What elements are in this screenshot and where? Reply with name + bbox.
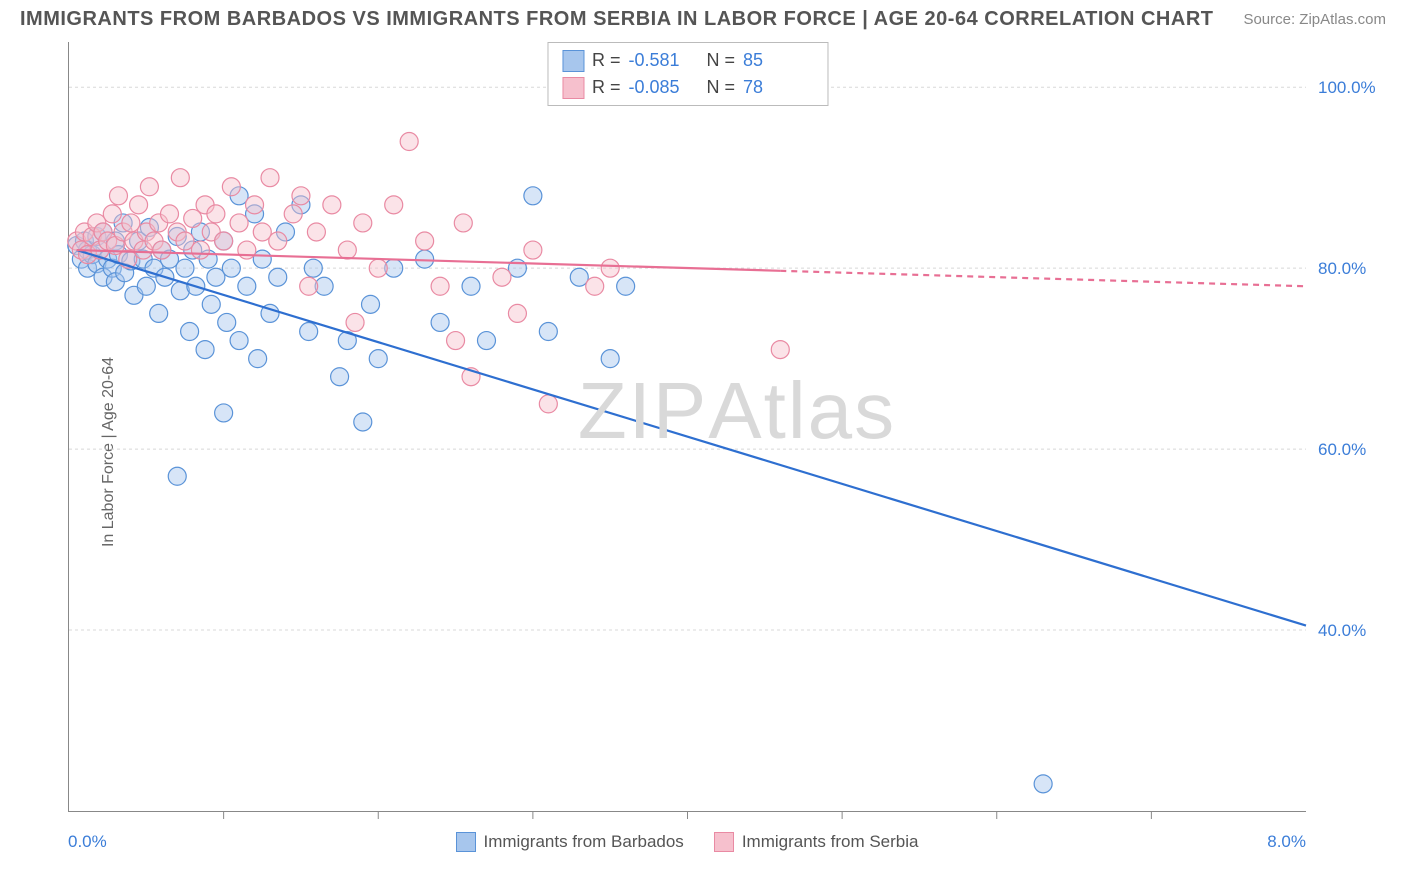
- scatter-point: [246, 196, 264, 214]
- legend-label-barbados: Immigrants from Barbados: [484, 832, 684, 852]
- scatter-point: [477, 332, 495, 350]
- scatter-point: [601, 259, 619, 277]
- scatter-point: [109, 187, 127, 205]
- stats-n-label: N =: [707, 47, 736, 74]
- stats-n-label: N =: [707, 74, 736, 101]
- legend-label-serbia: Immigrants from Serbia: [742, 832, 919, 852]
- stats-n-value: 78: [743, 74, 813, 101]
- scatter-point: [431, 313, 449, 331]
- scatter-point: [586, 277, 604, 295]
- scatter-point: [207, 205, 225, 223]
- scatter-point: [323, 196, 341, 214]
- trend-line-dashed: [780, 271, 1306, 286]
- chart-svg: 100.0%80.0%60.0%40.0%: [69, 42, 1306, 811]
- y-tick-label: 60.0%: [1318, 440, 1366, 459]
- scatter-point: [168, 467, 186, 485]
- y-tick-label: 40.0%: [1318, 621, 1366, 640]
- legend-swatch-serbia: [714, 832, 734, 852]
- scatter-point: [1034, 775, 1052, 793]
- bottom-legend: 0.0% Immigrants from Barbados Immigrants…: [68, 822, 1306, 862]
- chart-container: In Labor Force | Age 20-64 100.0%80.0%60…: [20, 42, 1386, 862]
- scatter-point: [176, 259, 194, 277]
- scatter-point: [400, 133, 418, 151]
- scatter-point: [191, 241, 209, 259]
- scatter-point: [196, 341, 214, 359]
- scatter-point: [524, 187, 542, 205]
- stats-r-value: -0.581: [629, 47, 699, 74]
- stats-box: R = -0.581 N = 85 R = -0.085 N = 78: [547, 42, 828, 106]
- y-tick-label: 80.0%: [1318, 259, 1366, 278]
- scatter-point: [218, 313, 236, 331]
- scatter-point: [137, 277, 155, 295]
- scatter-point: [269, 232, 287, 250]
- scatter-point: [130, 196, 148, 214]
- legend-swatch-barbados: [456, 832, 476, 852]
- scatter-point: [292, 187, 310, 205]
- scatter-point: [307, 223, 325, 241]
- scatter-point: [153, 241, 171, 259]
- scatter-point: [284, 205, 302, 223]
- scatter-point: [222, 259, 240, 277]
- scatter-point: [140, 178, 158, 196]
- scatter-point: [202, 295, 220, 313]
- legend-item-serbia: Immigrants from Serbia: [714, 832, 919, 852]
- scatter-point: [617, 277, 635, 295]
- scatter-point: [454, 214, 472, 232]
- scatter-point: [300, 277, 318, 295]
- stats-r-value: -0.085: [629, 74, 699, 101]
- scatter-point: [230, 332, 248, 350]
- chart-title: IMMIGRANTS FROM BARBADOS VS IMMIGRANTS F…: [20, 8, 1213, 31]
- scatter-point: [261, 169, 279, 187]
- scatter-point: [249, 350, 267, 368]
- scatter-point: [354, 214, 372, 232]
- scatter-point: [150, 304, 168, 322]
- scatter-point: [215, 404, 233, 422]
- scatter-point: [462, 277, 480, 295]
- scatter-point: [601, 350, 619, 368]
- scatter-point: [269, 268, 287, 286]
- scatter-point: [238, 241, 256, 259]
- scatter-point: [304, 259, 322, 277]
- stats-n-value: 85: [743, 47, 813, 74]
- scatter-point: [369, 259, 387, 277]
- scatter-point: [230, 214, 248, 232]
- scatter-point: [771, 341, 789, 359]
- scatter-point: [346, 313, 364, 331]
- scatter-point: [300, 323, 318, 341]
- stats-swatch: [562, 77, 584, 99]
- legend-item-barbados: Immigrants from Barbados: [456, 832, 684, 852]
- x-axis-max: 8.0%: [1267, 832, 1306, 852]
- source-label: Source: ZipAtlas.com: [1243, 11, 1386, 28]
- scatter-point: [524, 241, 542, 259]
- scatter-point: [493, 268, 511, 286]
- trend-line: [77, 250, 1306, 625]
- scatter-point: [338, 241, 356, 259]
- scatter-point: [238, 277, 256, 295]
- stats-row: R = -0.581 N = 85: [562, 47, 813, 74]
- stats-row: R = -0.085 N = 78: [562, 74, 813, 101]
- x-axis-min: 0.0%: [68, 832, 107, 852]
- scatter-point: [539, 323, 557, 341]
- scatter-point: [354, 413, 372, 431]
- scatter-point: [385, 196, 403, 214]
- scatter-point: [161, 205, 179, 223]
- scatter-point: [369, 350, 387, 368]
- plot-area: 100.0%80.0%60.0%40.0% ZIPAtlas R =-0.581…: [68, 42, 1306, 812]
- scatter-point: [539, 395, 557, 413]
- stats-r-label: R =: [592, 74, 621, 101]
- scatter-point: [431, 277, 449, 295]
- scatter-point: [362, 295, 380, 313]
- scatter-point: [331, 368, 349, 386]
- scatter-point: [181, 323, 199, 341]
- scatter-point: [222, 178, 240, 196]
- stats-swatch: [562, 50, 584, 72]
- scatter-point: [103, 205, 121, 223]
- stats-r-label: R =: [592, 47, 621, 74]
- scatter-point: [508, 304, 526, 322]
- scatter-point: [171, 169, 189, 187]
- scatter-point: [447, 332, 465, 350]
- scatter-point: [215, 232, 233, 250]
- scatter-point: [416, 232, 434, 250]
- y-tick-label: 100.0%: [1318, 78, 1376, 97]
